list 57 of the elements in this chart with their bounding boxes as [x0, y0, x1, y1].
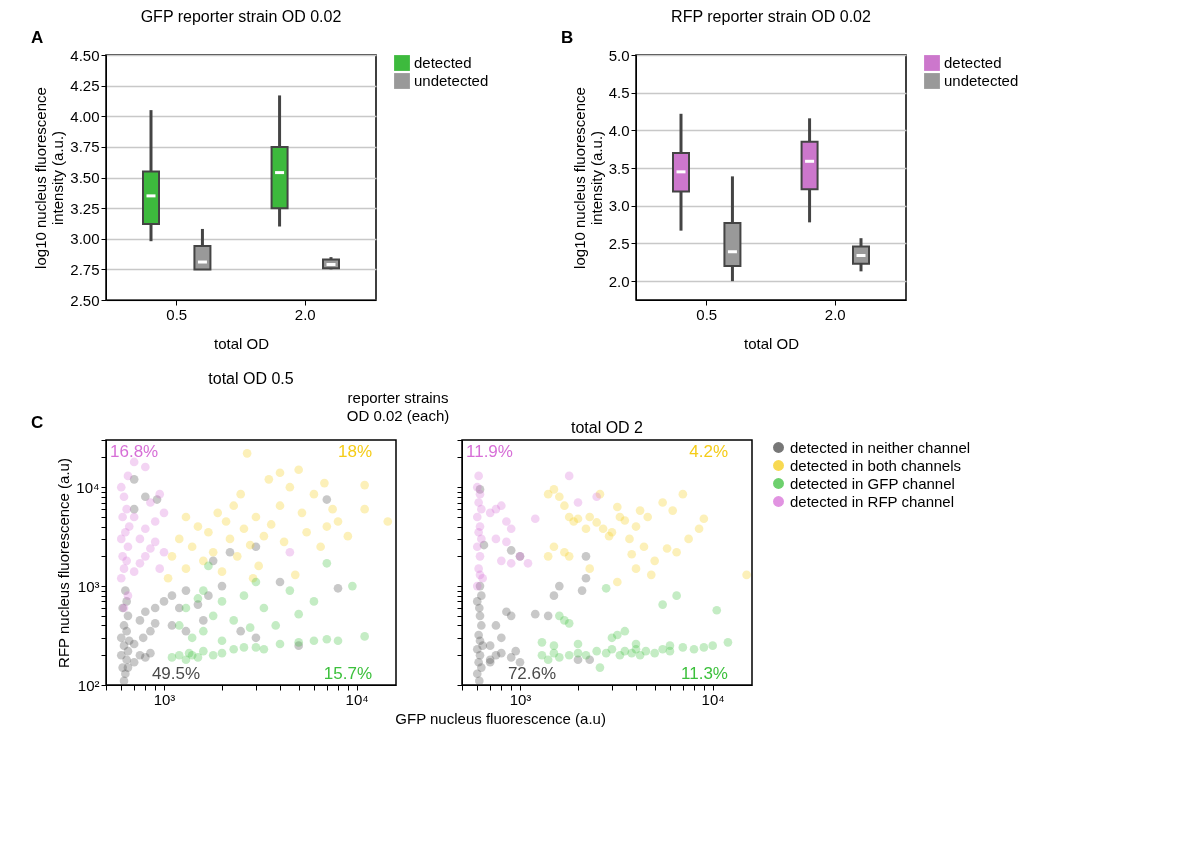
legend-label: detected [944, 54, 1002, 71]
legend-label: detected in RFP channel [790, 492, 954, 510]
y-axis-title: log10 nucleus fluorescence intensity (a.u.) [32, 87, 67, 269]
annotation: 18% [337, 442, 372, 461]
chart-subtitle: reporter strains OD 0.02 (each) [346, 389, 450, 424]
y-tick-label: 3.5 [608, 159, 630, 177]
y-tick-label: 10³ [77, 577, 100, 595]
y-tick-label: 2.0 [608, 272, 630, 290]
text: C [31, 413, 44, 432]
y-tick-label: 4.0 [608, 121, 630, 139]
x-axis-title: total OD [213, 334, 270, 352]
x-tick-label: 10³ [509, 690, 532, 708]
annotation: 4.2% [689, 442, 728, 461]
x-tick-label: 2.0 [294, 305, 316, 323]
y-tick-label: 3.0 [608, 197, 630, 215]
x-tick-label: 2.0 [824, 305, 846, 323]
annotation: 11.3% [681, 664, 728, 683]
chart-title: total OD 0.5 [208, 370, 294, 387]
y-tick-label: 3.50 [70, 169, 100, 186]
chart-title: GFP reporter strain OD 0.02 [140, 8, 342, 25]
legend-label: detected in GFP channel [790, 474, 955, 492]
y-tick-label: 4.25 [70, 77, 100, 95]
y-tick-label: 3.00 [70, 230, 100, 248]
annotation: 72.6% [507, 664, 557, 683]
y-tick-label: 2.75 [70, 260, 100, 278]
text: B [561, 28, 574, 47]
y-tick-label: 4.50 [70, 46, 100, 64]
y-tick-label: 10² [77, 676, 100, 694]
y-axis-title: RFP nucleus fluorescence (a.u) [55, 458, 73, 668]
y-tick-label: 3.75 [70, 138, 100, 156]
x-tick-label: 10⁴ [345, 690, 369, 708]
x-axis-title: GFP nucleus fluorescence (a.u) [395, 709, 606, 727]
y-tick-label: 2.50 [70, 291, 100, 309]
annotation: 16.8% [110, 442, 159, 461]
y-tick-label: 4.5 [608, 84, 630, 102]
x-tick-label: 10⁴ [701, 690, 725, 708]
x-tick-label: 10³ [153, 690, 176, 708]
x-tick-label: 0.5 [696, 305, 718, 323]
legend-label: detected in both channels [790, 456, 961, 474]
annotation: 49.5% [151, 664, 201, 683]
annotation: 15.7% [323, 664, 372, 683]
text: A [31, 28, 44, 47]
legend-label: detected [414, 54, 472, 71]
legend-label: detected in neither channel [790, 438, 971, 456]
legend-label: undetected [414, 72, 489, 89]
y-tick-label: 3.25 [70, 199, 100, 217]
chart-title: total OD 2 [570, 418, 644, 436]
legend-label: undetected [944, 72, 1019, 89]
chart-title: RFP reporter strain OD 0.02 [671, 8, 871, 25]
y-axis-title: log10 nucleus fluorescence intensity (a.u.) [570, 87, 605, 269]
y-tick-label: 5.0 [608, 46, 630, 64]
y-tick-label: 4.00 [70, 107, 100, 125]
x-axis-title: total OD [743, 334, 800, 352]
annotation: 11.9% [466, 442, 513, 461]
y-tick-label: 2.5 [608, 234, 630, 252]
x-tick-label: 0.5 [166, 305, 188, 323]
y-tick-label: 10⁴ [76, 478, 100, 496]
